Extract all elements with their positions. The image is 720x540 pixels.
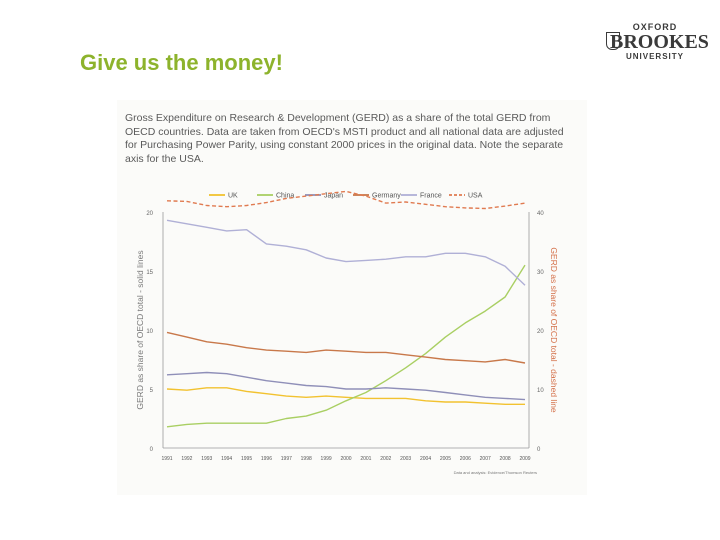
x-tick-label: 1996 [261,456,272,462]
y-tick-label: 20 [146,211,153,217]
y-right-tick-label: 40 [537,211,544,217]
x-tick-label: 1997 [281,456,292,462]
y-axis-title: GERD as share of OECD total - solid line… [135,250,145,409]
legend-label: UK [228,193,238,200]
y-tick-label: 10 [146,329,153,335]
shield-icon [606,32,620,50]
series-line-usa [166,190,526,210]
logo-line-oxford: OXFORD [632,22,678,32]
x-tick-label: 2009 [519,456,530,462]
legend-label: China [276,193,294,200]
x-tick-label: 2007 [480,456,491,462]
y-right-axis-title: GERD as share of OECD total - dashed lin… [549,247,559,413]
logo-line-brookes: BROOKES [610,31,709,53]
x-tick-label: 2001 [360,456,371,462]
series-line-germany [166,331,526,364]
series-line-china [166,264,526,428]
slide-title: Give us the money! [80,50,283,75]
x-tick-label: 1994 [221,456,232,462]
x-tick-label: 2002 [380,456,391,462]
chart-figure: Gross Expenditure on Research & Developm… [117,100,587,495]
oxford-brookes-logo: OXFORD BROOKES UNIVERSITY [606,22,709,61]
x-tick-label: 1993 [201,456,212,462]
series-line-france [166,219,526,286]
x-tick-label: 1991 [161,456,172,462]
y-right-tick-label: 10 [537,388,544,394]
y-tick-label: 0 [150,447,154,453]
series-line-japan [166,371,526,401]
legend-label: Germany [372,193,401,200]
y-right-tick-label: 0 [537,447,541,453]
x-tick-label: 2008 [500,456,511,462]
source-note: Data and analysis: Evidence/Thomson Reut… [454,470,537,475]
x-tick-label: 1995 [241,456,252,462]
legend-label: France [420,193,442,200]
x-tick-label: 2003 [400,456,411,462]
y-right-tick-label: 20 [537,329,544,335]
x-tick-label: 2004 [420,456,431,462]
series-line-uk [166,387,525,405]
logo-line-university: UNIVERSITY [625,52,684,61]
x-tick-label: 2005 [440,456,451,462]
chart-caption: Gross Expenditure on Research & Developm… [125,112,564,165]
y-tick-label: 15 [146,270,153,276]
y-tick-label: 5 [150,388,154,394]
x-tick-label: 1999 [321,456,332,462]
x-tick-label: 2006 [460,456,471,462]
legend-label: Japan [324,193,343,200]
legend-label: USA [468,193,483,200]
x-tick-label: 1998 [301,456,312,462]
x-tick-label: 2000 [340,456,351,462]
x-tick-label: 1992 [181,456,192,462]
y-right-tick-label: 30 [537,270,544,276]
